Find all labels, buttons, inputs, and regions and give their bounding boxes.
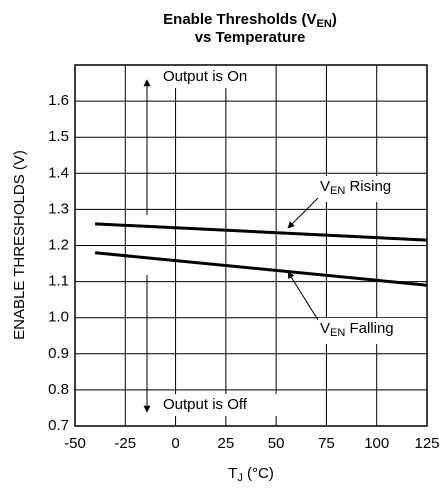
label-bg (318, 318, 424, 344)
x-tick-label: 75 (318, 435, 335, 452)
x-tick-label: 100 (364, 435, 389, 452)
label-bg (160, 394, 278, 416)
arrow (287, 271, 319, 321)
x-tick-label: -50 (64, 435, 86, 452)
annotation: Output is On (163, 68, 247, 85)
plot-frame (74, 64, 428, 427)
x-tick-label: -25 (114, 435, 136, 452)
y-tick-label: 1.1 (48, 273, 69, 290)
y-tick-label: 0.7 (48, 417, 69, 434)
x-axis-label: TJ (°C) (228, 465, 274, 484)
y-axis-label: ENABLE THRESHOLDS (V) (11, 150, 28, 340)
chart-title: Enable Thresholds (VEN) (163, 11, 337, 30)
x-tick-label: 0 (171, 435, 179, 452)
x-tick-label: 25 (218, 435, 235, 452)
annotation: Output is Off (163, 396, 248, 413)
line (94, 251, 428, 287)
y-tick-label: 0.9 (48, 345, 69, 362)
label-bg (160, 66, 268, 88)
y-tick-label: 1.5 (48, 128, 69, 145)
x-tick-label: 50 (268, 435, 285, 452)
y-tick-label: 1.4 (48, 164, 69, 181)
annotation: VEN Rising (320, 178, 391, 197)
y-tick-label: 1.2 (48, 236, 69, 253)
line (95, 222, 428, 242)
annotation: VEN Falling (320, 320, 394, 339)
arrow (287, 197, 319, 229)
y-tick-label: 1.0 (48, 309, 69, 326)
chart-subtitle: vs Temperature (195, 29, 306, 46)
y-tick-label: 1.3 (48, 200, 69, 217)
y-tick-label: 0.8 (48, 381, 69, 398)
plot-area: 0.7 0.8 0.9 1.0 1.1 1.2 1.3 1.4 1.5 1.6 -50 -25 0 25 5… (48, 64, 440, 452)
y-tick-label: 1.6 (48, 92, 69, 109)
x-tick-label: 125 (414, 435, 439, 452)
label-bg (318, 176, 418, 202)
